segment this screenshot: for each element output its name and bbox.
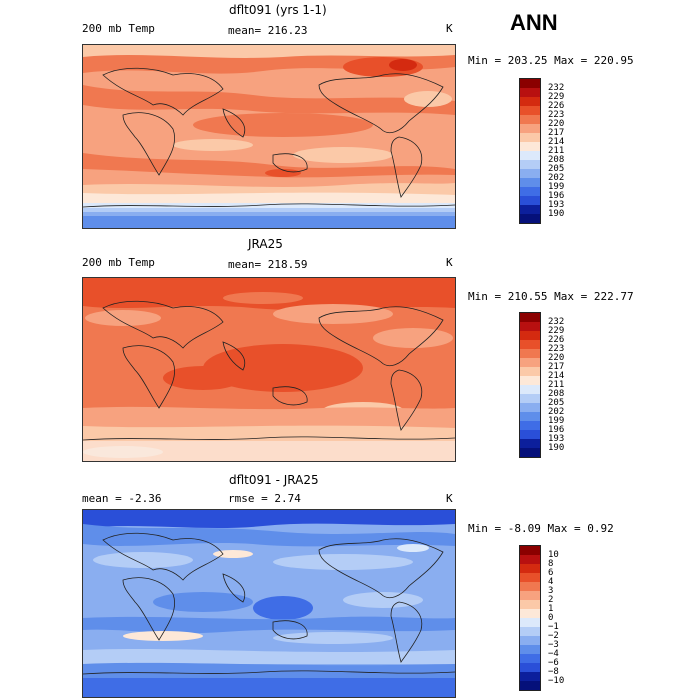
panel-3-map <box>82 509 456 698</box>
panel-3-colorbar-label: −3 <box>548 640 559 650</box>
panel-1-colorbar-label: 208 <box>548 155 565 165</box>
panel-3-colorbar-label: −10 <box>548 676 565 686</box>
panel-3-contour-field <box>83 510 455 697</box>
panel-1-mean-label: mean= 216.23 <box>228 24 308 37</box>
panel-3-title: dflt091 - JRA25 <box>229 473 319 487</box>
panel-2-map <box>82 277 456 462</box>
panel-3-colorbar-label: −6 <box>548 658 559 668</box>
panel-1-title: dflt091 (yrs 1-1) <box>229 3 327 17</box>
panel-2-colorbar-label: 205 <box>548 398 565 408</box>
panel-1-colorbar-label: 202 <box>548 173 565 183</box>
panel-1-colorbar-label: 226 <box>548 101 565 111</box>
panel-2-colorbar <box>519 312 541 458</box>
panel-2-colorbar-label: 193 <box>548 434 565 444</box>
panel-2-minmax: Min = 210.55 Max = 222.77 <box>468 290 634 303</box>
panel-2-units: K <box>446 256 453 269</box>
panel-3-colorbar-label: 6 <box>548 568 554 578</box>
panel-1-variable-label: 200 mb Temp <box>82 22 155 35</box>
panel-2-colorbar-label: 217 <box>548 362 565 372</box>
panel-2-colorbar-label: 214 <box>548 371 565 381</box>
panel-2-colorbar-label: 190 <box>548 443 565 453</box>
panel-3-minmax: Min = -8.09 Max = 0.92 <box>468 522 614 535</box>
panel-1-units: K <box>446 22 453 35</box>
panel-1-colorbar-label: 211 <box>548 146 565 156</box>
panel-3-colorbar-label: 10 <box>548 550 559 560</box>
panel-2-colorbar-label: 196 <box>548 425 565 435</box>
panel-2-mean-label: mean= 218.59 <box>228 258 308 271</box>
panel-1-contour-field <box>83 45 455 228</box>
panel-3-units: K <box>446 492 453 505</box>
panel-3-colorbar-label: −1 <box>548 622 559 632</box>
panel-3-colorbar-label: 8 <box>548 559 554 569</box>
panel-2-colorbar-label: 199 <box>548 416 565 426</box>
panel-3-colorbar <box>519 545 541 691</box>
panel-2-colorbar-label: 223 <box>548 344 565 354</box>
panel-2-title: JRA25 <box>248 237 283 251</box>
panel-1-minmax: Min = 203.25 Max = 220.95 <box>468 54 634 67</box>
panel-1-colorbar-label: 205 <box>548 164 565 174</box>
panel-2-variable-label: 200 mb Temp <box>82 256 155 269</box>
panel-1-colorbar <box>519 78 541 224</box>
panel-3-colorbar-label: −4 <box>548 649 559 659</box>
panel-3-colorbar-label: −2 <box>548 631 559 641</box>
panel-2-colorbar-label: 229 <box>548 326 565 336</box>
panel-2-colorbar-label: 220 <box>548 353 565 363</box>
panel-2-colorbar-label: 211 <box>548 380 565 390</box>
panel-1-colorbar-label: 214 <box>548 137 565 147</box>
panel-1-colorbar-label: 196 <box>548 191 565 201</box>
panel-1-colorbar-label: 232 <box>548 83 565 93</box>
panel-3-colorbar-label: 1 <box>548 604 554 614</box>
panel-1-map <box>82 44 456 229</box>
panel-1-colorbar-label: 193 <box>548 200 565 210</box>
panel-3-rmse-label: rmse = 2.74 <box>228 492 301 505</box>
panel-1-colorbar-label: 220 <box>548 119 565 129</box>
panel-2-colorbar-label: 202 <box>548 407 565 417</box>
panel-1-colorbar-label: 217 <box>548 128 565 138</box>
panel-3-colorbar-label: 2 <box>548 595 554 605</box>
panel-1-colorbar-label: 199 <box>548 182 565 192</box>
panel-1-colorbar-label: 223 <box>548 110 565 120</box>
panel-2-colorbar-label: 226 <box>548 335 565 345</box>
panel-3-colorbar-label: 0 <box>548 613 554 623</box>
panel-2-contour-field <box>83 278 455 461</box>
panel-1-colorbar-label: 190 <box>548 209 565 219</box>
season-label: ANN <box>510 10 558 35</box>
panel-1-colorbar-label: 229 <box>548 92 565 102</box>
panel-3-colorbar-label: −8 <box>548 667 559 677</box>
panel-3-colorbar-label: 3 <box>548 586 554 596</box>
panel-3-mean-label: mean = -2.36 <box>82 492 162 505</box>
panel-2-colorbar-label: 208 <box>548 389 565 399</box>
panel-2-colorbar-label: 232 <box>548 317 565 327</box>
panel-3-colorbar-label: 4 <box>548 577 554 587</box>
